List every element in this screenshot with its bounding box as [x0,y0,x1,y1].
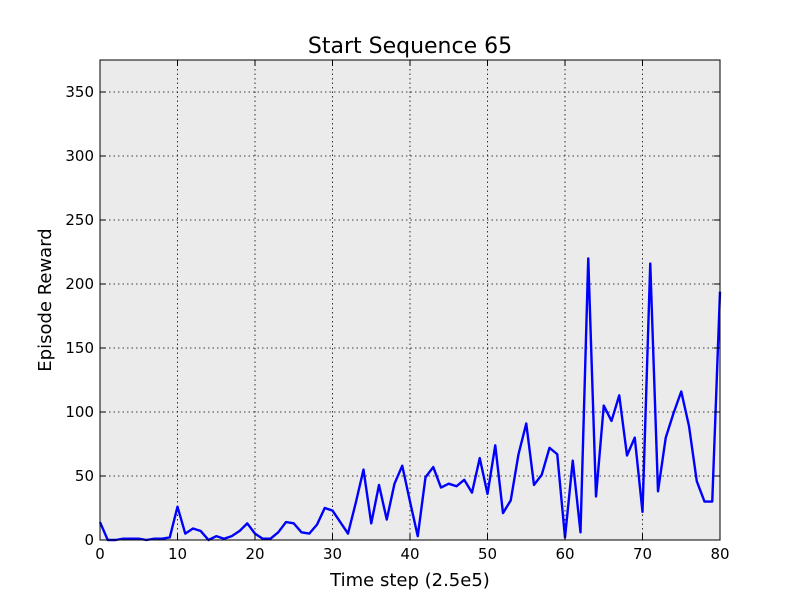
y-tick-label: 250 [65,211,94,229]
y-tick-label: 150 [65,339,94,357]
x-tick-label: 80 [710,545,729,563]
y-tick-label: 300 [65,147,94,165]
ticks: 0 10 20 30 40 50 60 70 80 0 50 100 150 200 250 300 350 [65,60,730,563]
x-tick-label: 30 [323,545,342,563]
x-tick-label: 20 [245,545,264,563]
x-tick-label: 60 [555,545,574,563]
x-tick-label: 10 [168,545,187,563]
x-tick-label: 0 [95,545,105,563]
y-tick-label: 200 [65,275,94,293]
x-tick-label: 40 [400,545,419,563]
chart-title: Start Sequence 65 [308,34,512,59]
y-tick-label: 50 [75,467,94,485]
y-tick-label: 0 [84,531,94,549]
x-axis-label: Time step (2.5e5) [329,570,490,591]
y-tick-label: 100 [65,403,94,421]
y-axis-label: Episode Reward [35,228,56,371]
x-tick-label: 50 [478,545,497,563]
x-tick-label: 70 [633,545,652,563]
y-tick-label: 350 [65,83,94,101]
grid [100,60,720,540]
